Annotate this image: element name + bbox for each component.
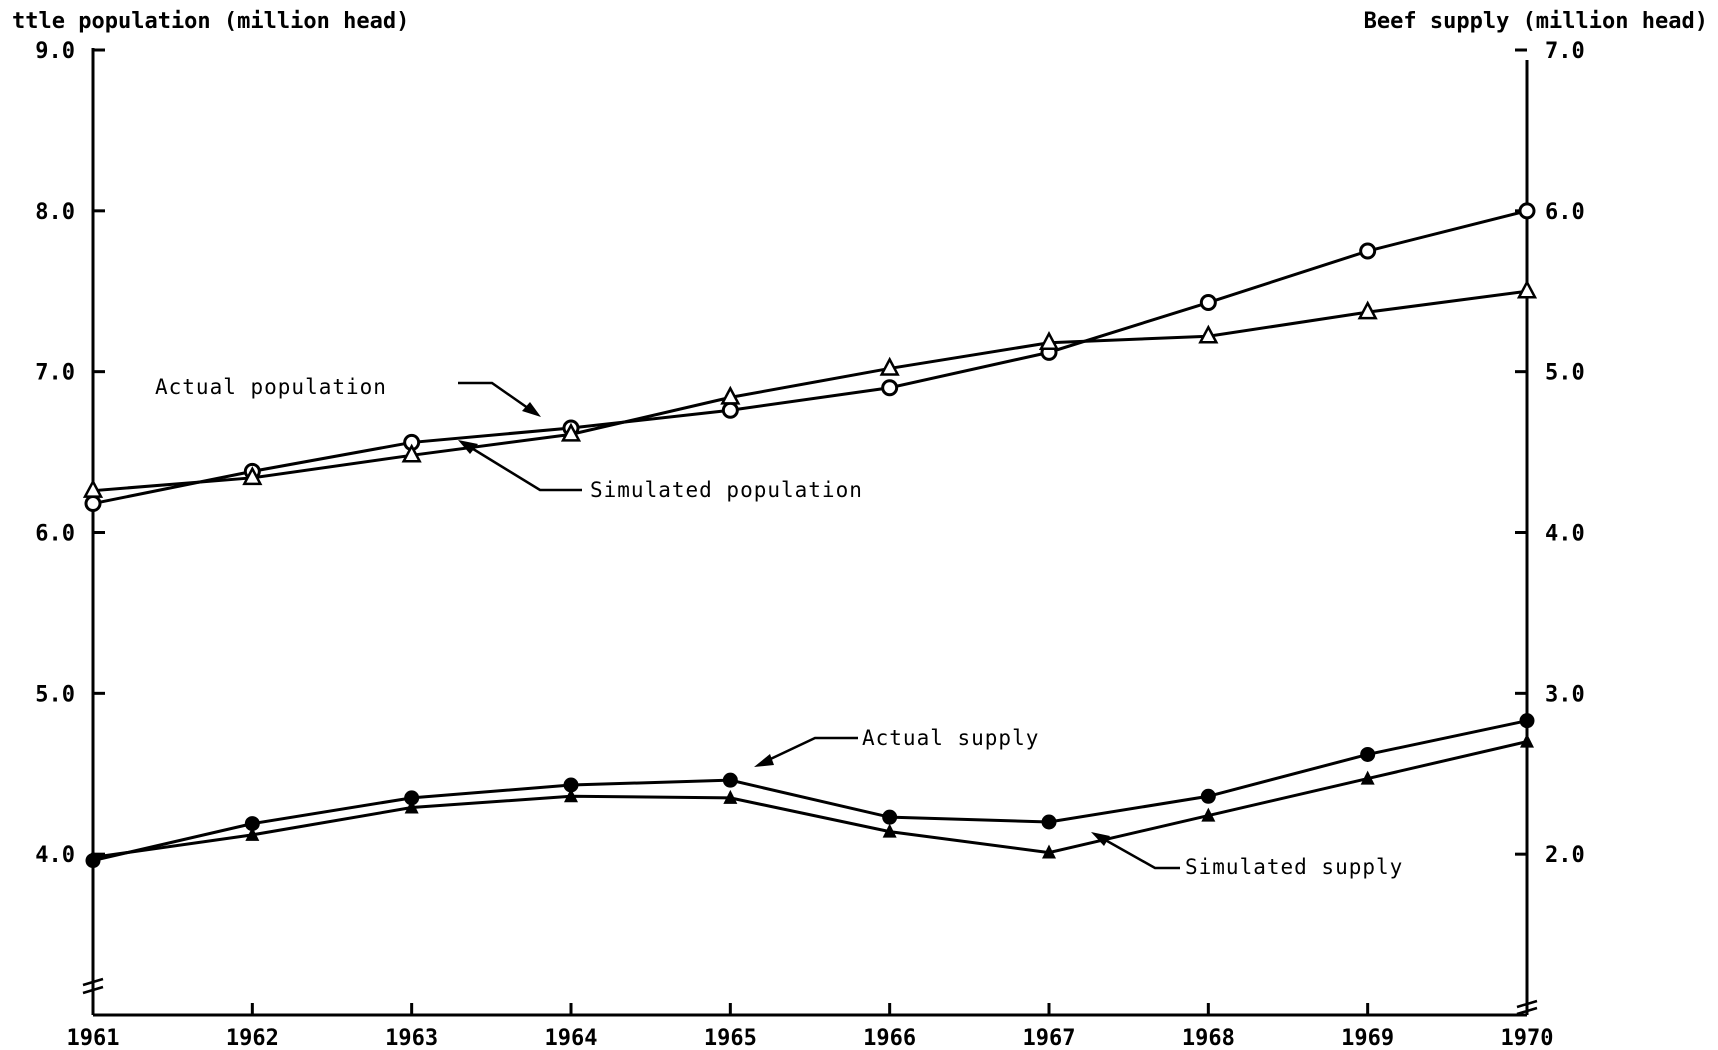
right-tick-label: 5.0 bbox=[1545, 361, 1585, 386]
data-point bbox=[1038, 331, 1060, 350]
pointer-simulated-population bbox=[458, 440, 582, 492]
x-tick-label: 1967 bbox=[1023, 1026, 1076, 1050]
annotation-simulated-supply: Simulated supply bbox=[1185, 855, 1403, 879]
data-point bbox=[82, 479, 104, 498]
data-point bbox=[1360, 770, 1375, 785]
left-tick-label: 7.0 bbox=[35, 361, 75, 386]
series-actual-supply bbox=[85, 713, 1535, 869]
x-tick-label: 1963 bbox=[385, 1026, 438, 1050]
data-point bbox=[1201, 807, 1216, 822]
data-point bbox=[881, 379, 899, 397]
data-point bbox=[564, 788, 578, 803]
right-tick-label: 3.0 bbox=[1545, 682, 1585, 707]
data-point bbox=[560, 422, 582, 442]
right-tick-label: 6.0 bbox=[1545, 200, 1585, 225]
x-axis-ticks: 1961 1962 1963 1964 1965 1966 1967 1968 1969 1970 bbox=[67, 1003, 1554, 1050]
data-point bbox=[882, 823, 897, 838]
left-tick-label: 5.0 bbox=[35, 682, 75, 707]
data-point bbox=[1041, 814, 1057, 830]
data-point bbox=[1198, 324, 1219, 344]
left-axis-ticks: 4.0 5.0 6.0 7.0 8.0 9.0 bbox=[35, 39, 105, 868]
data-point bbox=[1359, 242, 1377, 260]
data-point bbox=[723, 789, 738, 804]
x-tick-label: 1969 bbox=[1341, 1026, 1394, 1050]
series-simulated-supply bbox=[86, 733, 1534, 864]
data-point bbox=[245, 826, 260, 841]
series-simulated-population bbox=[82, 279, 1538, 498]
data-point bbox=[404, 790, 420, 806]
data-point bbox=[1519, 713, 1535, 729]
annotation-simulated-population: Simulated population bbox=[590, 478, 863, 502]
data-point bbox=[401, 443, 422, 463]
data-point bbox=[882, 809, 898, 825]
data-point bbox=[86, 849, 100, 864]
data-point bbox=[404, 799, 419, 814]
x-tick-label: 1965 bbox=[704, 1026, 757, 1050]
series-group bbox=[82, 202, 1538, 869]
left-axis-break bbox=[82, 977, 104, 995]
data-point bbox=[1200, 788, 1216, 804]
x-tick-label: 1964 bbox=[545, 1026, 598, 1050]
data-point bbox=[1042, 844, 1056, 859]
data-point bbox=[1199, 294, 1217, 312]
series-line-simulated-supply bbox=[92, 740, 1528, 859]
series-line-simulated-population bbox=[92, 289, 1528, 493]
left-tick-label: 8.0 bbox=[35, 200, 75, 225]
right-tick-label: 2.0 bbox=[1545, 843, 1585, 868]
data-point bbox=[722, 772, 738, 788]
data-point bbox=[1360, 746, 1376, 762]
data-point bbox=[1516, 279, 1538, 299]
left-tick-label: 6.0 bbox=[35, 522, 75, 547]
left-axis-title: ttle population (million head) bbox=[12, 9, 409, 34]
x-tick-label: 1962 bbox=[226, 1026, 279, 1050]
series-actual-population bbox=[84, 202, 1536, 513]
annotation-actual-supply: Actual supply bbox=[862, 726, 1039, 750]
data-point bbox=[721, 401, 739, 419]
pointer-actual-supply bbox=[754, 736, 858, 767]
right-tick-label: 7.0 bbox=[1545, 39, 1585, 64]
data-point bbox=[1520, 733, 1534, 748]
data-point bbox=[1357, 300, 1378, 320]
data-point bbox=[879, 356, 900, 376]
left-tick-label: 9.0 bbox=[35, 39, 75, 64]
x-tick-label: 1966 bbox=[863, 1026, 916, 1050]
series-line-actual-supply bbox=[92, 719, 1528, 863]
data-point bbox=[1518, 202, 1536, 220]
data-point bbox=[244, 816, 260, 832]
right-tick-label: 4.0 bbox=[1545, 522, 1585, 547]
data-point bbox=[84, 495, 102, 513]
x-tick-label: 1961 bbox=[67, 1026, 120, 1050]
left-tick-label: 4.0 bbox=[35, 843, 75, 868]
data-point bbox=[242, 466, 263, 486]
right-axis-ticks: 2.0 3.0 4.0 5.0 6.0 7.0 bbox=[1515, 39, 1585, 868]
pointer-actual-population bbox=[458, 381, 541, 417]
pointer-simulated-supply bbox=[1091, 832, 1180, 870]
data-point bbox=[563, 777, 579, 793]
annotation-actual-population: Actual population bbox=[155, 375, 387, 399]
x-tick-label: 1968 bbox=[1182, 1026, 1235, 1050]
right-axis-title: Beef supply (million head) bbox=[1364, 9, 1708, 34]
series-line-actual-population bbox=[92, 209, 1528, 506]
data-point bbox=[720, 385, 741, 405]
x-tick-label: 1970 bbox=[1501, 1026, 1554, 1050]
